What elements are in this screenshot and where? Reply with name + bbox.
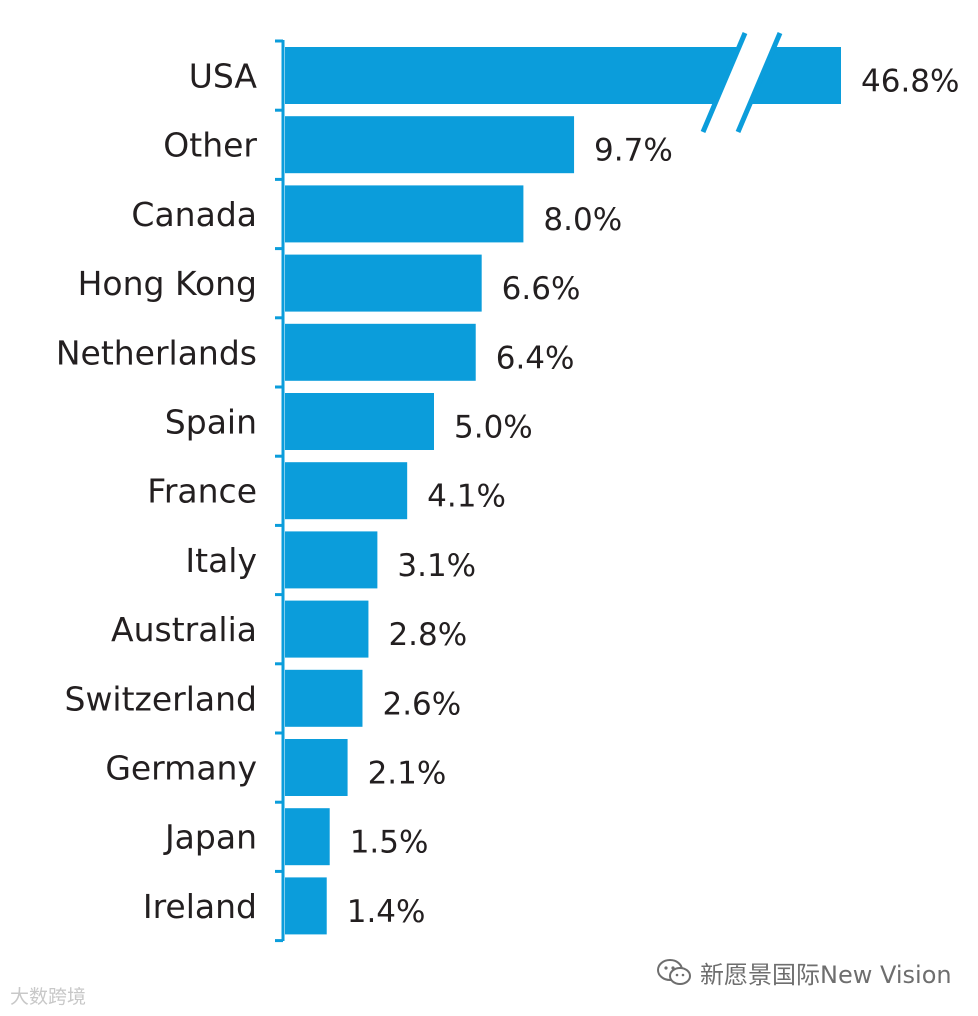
value-label: 1.5% [350, 825, 429, 861]
bar-netherlands [285, 323, 476, 381]
bar-australia [285, 600, 369, 658]
bar-canada [285, 185, 524, 243]
axis-break-line [700, 32, 748, 133]
watermark-left-text: 大数跨境 [10, 986, 87, 1008]
watermark-right: 新愿景国际New Vision [656, 955, 952, 990]
axis-break-gap [703, 33, 780, 132]
bar-germany [285, 739, 348, 796]
value-labels: 46.8% 9.7% 8.0% 6.6% 6.4% 5.0% 4.1% 3.1% 2.8% 2.6… [347, 64, 960, 930]
watermark-right-text: 新愿景国际New Vision [700, 961, 952, 989]
value-label: 4.1% [427, 479, 506, 515]
bar-hong-kong [285, 254, 482, 312]
category-label: Switzerland [65, 679, 258, 718]
bar-switzerland [285, 669, 363, 727]
value-label: 2.8% [388, 617, 467, 653]
category-label: Other [163, 126, 257, 165]
value-label: 6.4% [496, 340, 575, 376]
category-label: USA [189, 57, 258, 96]
bars [285, 47, 841, 935]
value-label: 1.4% [347, 894, 426, 930]
category-label: Netherlands [56, 333, 257, 372]
category-label: Japan [163, 818, 257, 857]
category-labels: USA Other Canada Hong Kong Netherlands Spain F… [56, 57, 258, 926]
y-axis [275, 39, 285, 943]
category-label: Italy [185, 541, 257, 580]
value-label: 46.8% [861, 64, 959, 100]
axis-break [700, 32, 783, 133]
value-label: 6.6% [502, 271, 581, 307]
value-label: 5.0% [454, 410, 533, 446]
bar-spain [285, 393, 434, 450]
bar-japan [285, 808, 330, 866]
category-label: Canada [131, 195, 257, 234]
value-label: 8.0% [543, 202, 622, 238]
bar-italy [285, 531, 378, 589]
category-label: Australia [111, 610, 257, 649]
category-label: Germany [105, 749, 257, 788]
watermark-left: 大数跨境 [10, 982, 86, 1009]
category-label: Hong Kong [78, 264, 257, 303]
category-label: Ireland [143, 887, 257, 926]
axis-break-line [735, 32, 783, 133]
value-label: 9.7% [594, 133, 673, 169]
wechat-icon [657, 958, 691, 985]
category-label: Spain [165, 403, 257, 442]
bar-other [285, 116, 575, 174]
value-label: 3.1% [397, 548, 476, 584]
category-label: France [147, 472, 257, 511]
value-label: 2.1% [368, 756, 447, 792]
value-label: 2.6% [382, 686, 461, 722]
bar-france [285, 462, 408, 520]
bar-ireland [285, 877, 327, 935]
